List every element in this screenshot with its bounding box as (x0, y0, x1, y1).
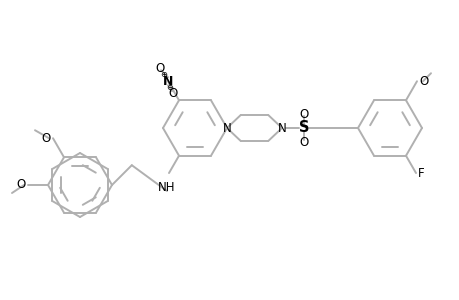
Text: O: O (168, 87, 177, 100)
Text: F: F (417, 167, 424, 179)
Text: N: N (277, 122, 286, 134)
Text: ⊖: ⊖ (166, 83, 173, 92)
Text: O: O (155, 62, 164, 75)
Text: ⊕: ⊕ (160, 70, 167, 79)
Text: N: N (222, 122, 231, 134)
Text: N: N (162, 75, 173, 88)
Text: O: O (418, 75, 427, 88)
Text: O: O (17, 178, 26, 191)
Text: O: O (299, 136, 308, 148)
Text: O: O (299, 107, 308, 121)
Text: O: O (42, 132, 51, 145)
Text: S: S (298, 121, 308, 136)
Text: NH: NH (158, 181, 175, 194)
